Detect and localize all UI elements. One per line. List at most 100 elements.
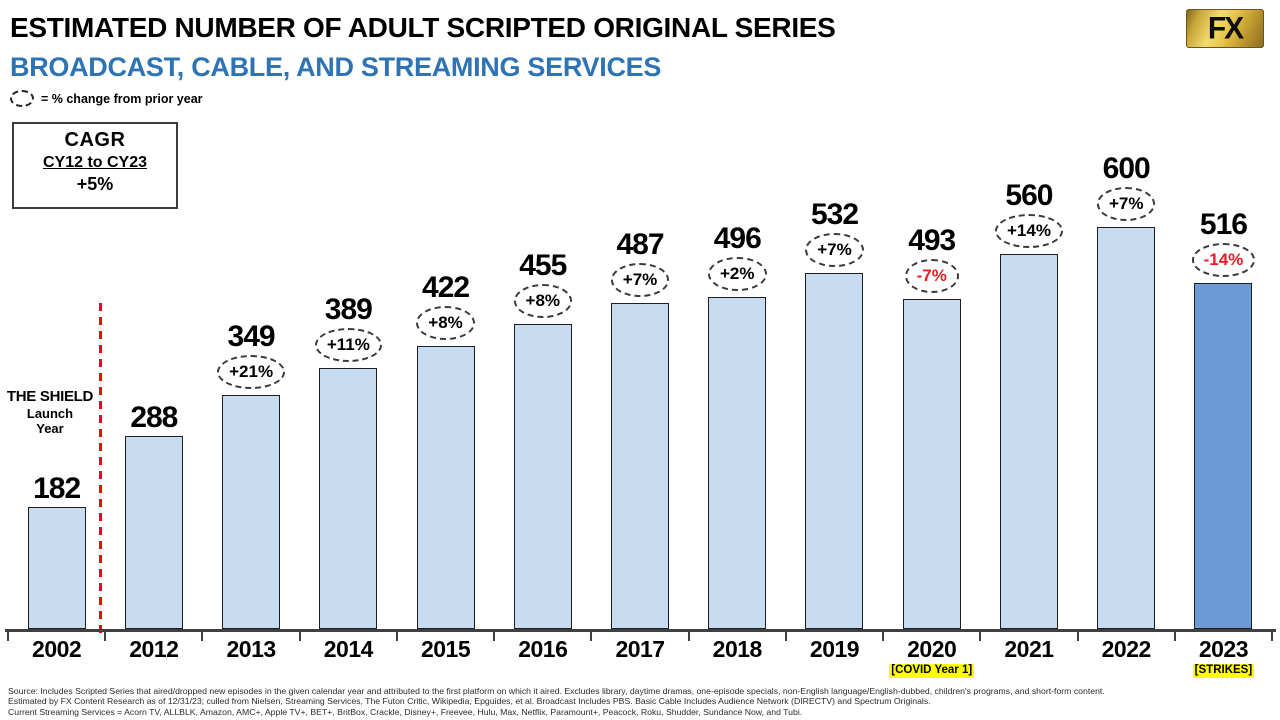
x-label-2015: 2015: [420, 636, 471, 662]
x-label-cell-2002: 2002: [8, 638, 105, 678]
x-label-2018: 2018: [712, 636, 763, 662]
bar-2018: [708, 296, 767, 629]
x-label-cell-2022: 2022: [1078, 638, 1175, 678]
legend-label: = % change from prior year: [41, 91, 203, 106]
bar-group-2014: 389 +11%: [300, 150, 397, 629]
bar-2023: [1194, 283, 1253, 629]
bar-2019: [805, 272, 864, 629]
bar-value-2012: 288: [130, 401, 178, 434]
footnote-line-2: Estimated by FX Content Research as of 1…: [8, 696, 931, 707]
bar-value-2022: 600: [1102, 152, 1151, 185]
axis-tick: [1271, 632, 1273, 641]
pct-change-2014: +11%: [314, 328, 382, 363]
shield-annotation-line3: Year: [36, 420, 64, 436]
x-label-cell-2015: 2015: [397, 638, 494, 678]
bar-2017: [611, 302, 670, 629]
axis-tick: [784, 632, 787, 641]
bar-value-2023: 516: [1199, 208, 1248, 242]
x-label-2021: 2021: [1004, 636, 1054, 662]
bars-area: 182 288 349 +21% 389 +11% 422 +8% 455 +8% 487 +7% 49…: [8, 150, 1272, 629]
x-label-cell-2021: 2021: [980, 638, 1077, 678]
bar-value-2013: 349: [227, 320, 276, 354]
x-label-2020: 2020: [907, 636, 957, 662]
bar-value-2020: 493: [908, 223, 956, 257]
x-label-cell-2016: 2016: [494, 638, 591, 678]
x-label-2014: 2014: [323, 636, 374, 662]
x-label-cell-2019: 2019: [786, 638, 883, 678]
bar-2022: [1097, 227, 1156, 629]
cagr-box: CAGR CY12 to CY23 +5%: [12, 122, 178, 209]
bar-group-2017: 487 +7%: [591, 150, 688, 629]
x-label-2016: 2016: [518, 636, 568, 662]
bar-value-2014: 389: [324, 293, 373, 327]
cagr-title: CAGR: [64, 129, 126, 151]
bar-2013: [222, 395, 281, 629]
axis-tick: [201, 632, 204, 641]
x-label-cell-2018: 2018: [689, 638, 786, 678]
cagr-value: +5%: [76, 174, 114, 194]
cagr-range: CY12 to CY23: [42, 154, 148, 171]
axis-tick: [395, 632, 398, 641]
bar-group-2013: 349 +21%: [202, 150, 299, 629]
bar-value-2019: 532: [810, 197, 859, 231]
legend: = % change from prior year: [10, 90, 203, 107]
fx-logo-text: FX: [1207, 10, 1244, 46]
bar-2012: [124, 436, 183, 629]
pct-change-2018: +2%: [708, 256, 767, 291]
x-axis-line: [5, 629, 1276, 632]
bar-group-2020: 493 -7%: [883, 150, 980, 629]
page-title: ESTIMATED NUMBER OF ADULT SCRIPTED ORIGI…: [10, 12, 836, 43]
page-subtitle: BROADCAST, CABLE, AND STREAMING SERVICES: [10, 52, 662, 82]
axis-tick: [590, 632, 593, 641]
bar-value-2016: 455: [519, 249, 567, 283]
dashed-oval-icon: [10, 90, 34, 107]
bar-2021: [999, 253, 1058, 629]
bar-group-2016: 455 +8%: [494, 150, 591, 629]
bar-value-2018: 496: [713, 221, 762, 255]
x-label-2022: 2022: [1101, 636, 1152, 662]
shield-launch-annotation: THE SHIELD Launch Year: [4, 388, 96, 436]
pct-change-2017: +7%: [610, 262, 670, 297]
footnotes: Source: Includes Scripted Series that ai…: [8, 686, 1276, 717]
pct-change-2022: +7%: [1096, 187, 1156, 221]
pct-change-2021: +14%: [994, 213, 1063, 248]
bar-group-2023: 516 -14%: [1175, 150, 1272, 629]
x-label-2002: 2002: [32, 636, 82, 662]
x-label-cell-2017: 2017: [591, 638, 688, 678]
axis-tick: [104, 632, 107, 641]
bar-value-2021: 560: [1005, 178, 1053, 212]
axis-tick: [1076, 632, 1079, 641]
shield-divider-line: [99, 303, 102, 633]
fx-network-logo: FX: [1186, 9, 1264, 48]
bar-2016: [513, 324, 572, 629]
pct-change-2019: +7%: [805, 232, 864, 267]
axis-tick: [687, 632, 690, 641]
bar-group-2022: 600 +7%: [1078, 150, 1175, 629]
pct-change-2013: +21%: [217, 355, 286, 390]
bar-group-2012: 288: [105, 150, 202, 629]
bar-2020: [902, 298, 961, 629]
x-sublabel-2023: [STRIKES]: [1192, 664, 1255, 678]
axis-tick: [7, 632, 9, 641]
bar-group-2018: 496 +2%: [689, 150, 786, 629]
pct-change-2020: -7%: [904, 258, 959, 293]
footnote-line-3: Current Streaming Services = Acorn TV, A…: [8, 706, 803, 717]
axis-tick: [882, 632, 885, 641]
x-label-cell-2020: 2020 [COVID Year 1]: [883, 638, 980, 678]
x-label-2019: 2019: [809, 636, 860, 662]
shield-annotation-title: THE SHIELD: [6, 388, 94, 405]
bar-chart: 182 288 349 +21% 389 +11% 422 +8% 455 +8% 487 +7% 49…: [5, 150, 1276, 641]
x-sublabel-2020: [COVID Year 1]: [889, 664, 975, 678]
pct-change-2016: +8%: [513, 284, 573, 319]
x-label-cell-2014: 2014: [300, 638, 397, 678]
x-axis-labels: 2002 2012 2013 2014 2015 2016 2017 2018 2019 2020…: [8, 638, 1272, 678]
x-label-2012: 2012: [129, 636, 179, 662]
x-label-cell-2013: 2013: [202, 638, 299, 678]
axis-tick: [298, 632, 301, 641]
axis-tick: [1173, 632, 1176, 641]
pct-change-2015: +8%: [416, 306, 475, 341]
x-label-2017: 2017: [615, 636, 665, 662]
bar-2015: [416, 346, 475, 629]
pct-change-2023: -14%: [1191, 243, 1256, 278]
